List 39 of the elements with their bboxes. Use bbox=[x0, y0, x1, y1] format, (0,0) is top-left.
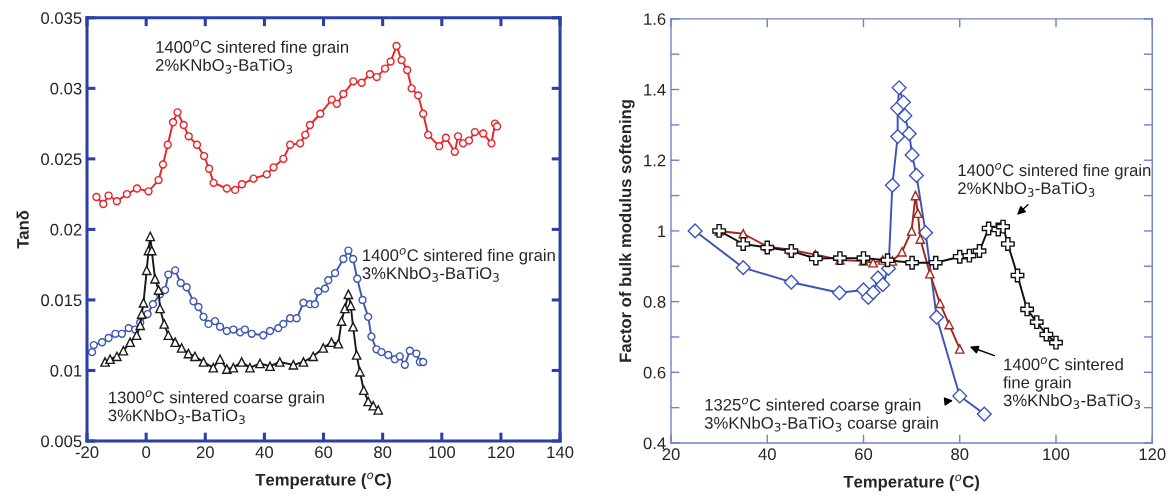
annotation: 1400$^{o}$C sintered fine grain 3%KNbO$_{3}$-BaTiO$_{3}$ bbox=[1003, 357, 1140, 409]
x-tick-label: 120 bbox=[1139, 448, 1166, 461]
y-tick-label: 1.4 bbox=[644, 84, 666, 96]
x-tick-label: 20 bbox=[196, 446, 214, 459]
x-tick-label: 140 bbox=[547, 446, 574, 459]
x-tick-label: 120 bbox=[488, 446, 515, 459]
y-tick-label: 0.005 bbox=[41, 435, 82, 448]
y-tick-label: 0.015 bbox=[41, 294, 82, 307]
x-tick-label: 0 bbox=[142, 446, 151, 459]
annotation: 1300$^{o}$C sintered coarse grain 3%KNbO$_{3}$-BaTiO$_{3}$ bbox=[108, 390, 324, 425]
y-tick-label: 0.025 bbox=[41, 153, 82, 166]
y-tick-label: 1.2 bbox=[644, 154, 666, 167]
x-tick-label: 20 bbox=[662, 448, 680, 461]
x-tick-label: 60 bbox=[315, 446, 333, 459]
y-tick-label: 0.02 bbox=[50, 223, 82, 236]
annotation: 1325$^{o}$C sintered coarse grain 3%KNbO$_{3}$-BaTiO$_{3}$ coarse grain bbox=[704, 397, 938, 433]
x-tick-label: 100 bbox=[1043, 448, 1070, 461]
x-tick-label: 40 bbox=[758, 448, 776, 461]
annotation: 1400$^{o}$C sintered fine grain 2%KNbO$_{3}$-BaTiO$_{3}$ bbox=[958, 163, 1151, 197]
x-axis-title: Temperature ($^{o}$C) bbox=[843, 474, 980, 491]
x-tick-label: 60 bbox=[855, 448, 873, 461]
y-tick-label: 0.4 bbox=[643, 437, 666, 450]
x-tick-label: 80 bbox=[951, 448, 969, 461]
y-tick-label: 0.03 bbox=[50, 82, 82, 95]
y-tick-label: 0.01 bbox=[50, 364, 82, 377]
y-axis-title: Tanδ bbox=[16, 210, 29, 249]
y-axis-title: Factor of bulk modulus softening bbox=[619, 100, 635, 362]
y-tick-label: 1.6 bbox=[644, 13, 666, 26]
y-tick-label: 0.6 bbox=[643, 366, 666, 379]
x-axis-title: Temperature ($^{o}$C) bbox=[255, 472, 391, 489]
y-tick-label: 0.035 bbox=[41, 12, 82, 25]
x-tick-label: 40 bbox=[255, 446, 274, 459]
y-tick-label: 0.8 bbox=[643, 296, 666, 308]
x-tick-label: 100 bbox=[429, 446, 456, 459]
annotation: 1400$^{o}$C sintered fine grain 2%KNbO$_{3}$-BaTiO$_{3}$ bbox=[155, 39, 349, 74]
y-tick-label: 1 bbox=[658, 225, 666, 237]
x-tick-label: 80 bbox=[374, 446, 392, 459]
x-tick-label: -20 bbox=[75, 446, 99, 459]
annotation: 1400$^{o}$C sintered fine grain 3%KNbO$_{3}$-BaTiO$_{3}$ bbox=[362, 248, 555, 282]
